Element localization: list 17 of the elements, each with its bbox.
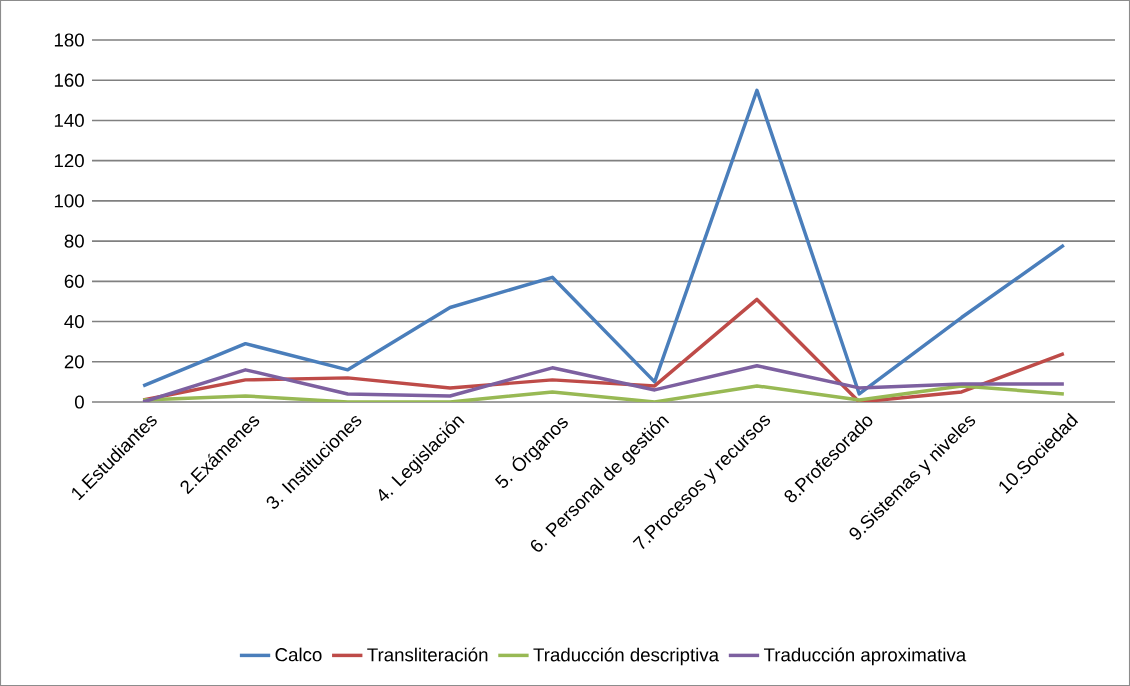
line-series <box>141 384 1066 402</box>
y-tick-label: 20 <box>64 355 84 369</box>
line-series <box>141 88 1066 396</box>
legend-label: Traducción aproximativa <box>763 647 967 666</box>
y-tick-label: 120 <box>54 154 84 168</box>
y-tick-label: 40 <box>64 314 84 329</box>
y-tick-label: 100 <box>54 194 84 208</box>
y-tick-label: 0 <box>74 395 84 409</box>
line-series <box>141 364 1066 402</box>
legend-label: Transliteración <box>367 647 488 662</box>
y-tick-label: 80 <box>64 234 84 248</box>
y-tick-label: 180 <box>54 33 84 47</box>
y-tick-label: 160 <box>54 73 84 87</box>
y-tick-label: 60 <box>64 274 84 288</box>
legend-label: Traducción descriptiva <box>533 647 720 666</box>
legend-label: Calco <box>275 647 322 662</box>
y-tick-label: 140 <box>54 113 84 128</box>
